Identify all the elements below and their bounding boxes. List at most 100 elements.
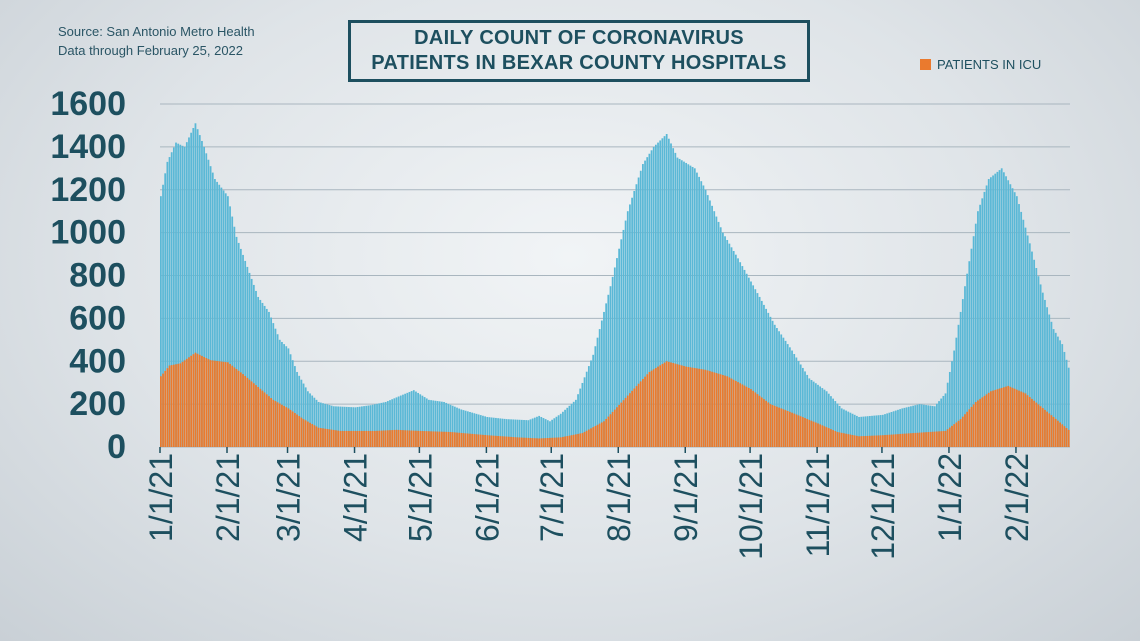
icu-bar <box>283 405 285 447</box>
icu-bar <box>823 426 826 447</box>
icu-bar <box>603 421 605 447</box>
total-bar <box>605 303 608 447</box>
total-bar <box>473 413 476 447</box>
total-bar <box>814 383 817 447</box>
total-bar <box>942 395 945 447</box>
total-bar <box>218 184 221 447</box>
total-bar <box>1013 192 1016 447</box>
total-bar <box>257 296 260 447</box>
icu-bar <box>1061 424 1064 447</box>
icu-bar <box>518 437 521 447</box>
icu-bar <box>1065 428 1068 447</box>
x-tick-label: 5/1/21 <box>402 453 438 542</box>
total-bar <box>670 143 672 447</box>
icu-bar <box>1005 386 1007 447</box>
total-bar <box>732 251 735 447</box>
icu-bar <box>683 366 685 447</box>
total-bar <box>793 354 796 447</box>
icu-bar <box>715 373 718 447</box>
total-bar <box>804 371 806 447</box>
icu-bar <box>456 432 458 447</box>
total-bar <box>663 136 666 447</box>
icu-bar <box>983 395 986 447</box>
icu-bar <box>933 431 936 447</box>
icu-bar <box>590 428 592 447</box>
total-bar <box>990 177 992 448</box>
icu-bar <box>914 432 917 447</box>
icu-bar <box>328 429 331 447</box>
icu-bar <box>183 360 186 447</box>
icu-bar <box>1063 426 1066 447</box>
icu-bar <box>745 386 748 447</box>
icu-bar <box>629 393 631 447</box>
x-axis-labels: 1/1/21 2/1/21 3/1/21 4/1/21 5/1/21 6/1/21 7/1/… <box>143 447 1035 560</box>
icu-bar <box>259 388 262 447</box>
total-bar <box>1031 251 1033 447</box>
icu-bar <box>378 430 381 447</box>
icu-bar <box>881 435 884 447</box>
icu-bar <box>525 437 528 447</box>
y-tick-label: 0 <box>107 428 126 466</box>
total-bar <box>190 132 193 448</box>
total-bar <box>300 379 303 447</box>
icu-bar <box>739 383 742 447</box>
icu-bar <box>529 438 532 447</box>
total-bar <box>713 211 716 447</box>
total-bar <box>927 405 930 447</box>
total-bar <box>244 260 247 447</box>
icu-bar <box>808 419 811 447</box>
total-bar <box>356 407 359 447</box>
icu-bar <box>631 390 633 447</box>
total-bar <box>281 341 283 447</box>
total-bar <box>929 405 932 447</box>
total-bar <box>754 289 757 447</box>
total-bar <box>436 401 439 447</box>
total-bar <box>255 290 257 447</box>
icu-bar <box>551 437 554 447</box>
total-bar <box>687 164 690 448</box>
icu-bar <box>1020 391 1023 447</box>
icu-bar <box>782 409 785 447</box>
icu-bar <box>188 357 190 447</box>
icu-bar <box>830 429 832 447</box>
icu-bar <box>549 437 551 447</box>
total-bar <box>490 417 493 447</box>
icu-bar <box>948 427 951 447</box>
icu-bar <box>691 367 694 447</box>
total-bar <box>657 142 659 447</box>
total-bar <box>198 135 201 447</box>
total-bar <box>235 236 238 447</box>
total-bar <box>339 406 342 447</box>
icu-bar <box>1018 390 1020 447</box>
icu-bar <box>274 401 277 447</box>
icu-bar <box>626 395 629 447</box>
total-bar <box>907 406 910 447</box>
icu-bar <box>1039 406 1042 447</box>
icu-bar <box>817 423 819 447</box>
total-bar <box>1024 227 1027 447</box>
icu-bar <box>951 425 953 447</box>
total-bar <box>209 166 212 448</box>
icu-bar <box>488 435 491 447</box>
total-bar <box>879 415 882 447</box>
total-bar <box>495 417 497 447</box>
icu-bar <box>190 355 193 447</box>
icu-bar <box>713 372 716 447</box>
total-bar <box>265 308 268 447</box>
total-bar <box>743 269 746 447</box>
icu-bar <box>776 406 778 447</box>
icu-bar <box>853 435 856 447</box>
icu-bar <box>804 418 806 447</box>
total-bar <box>354 407 357 447</box>
total-bar <box>168 157 171 447</box>
total-bar <box>983 191 986 447</box>
total-bar <box>843 409 845 447</box>
y-tick-label: 200 <box>69 385 126 423</box>
y-tick-label: 1600 <box>50 85 126 123</box>
icu-bar <box>616 407 618 447</box>
total-bar <box>706 195 709 447</box>
total-bar <box>635 184 638 448</box>
icu-bar <box>961 416 964 447</box>
total-bar <box>391 399 394 447</box>
total-bar <box>881 414 884 447</box>
